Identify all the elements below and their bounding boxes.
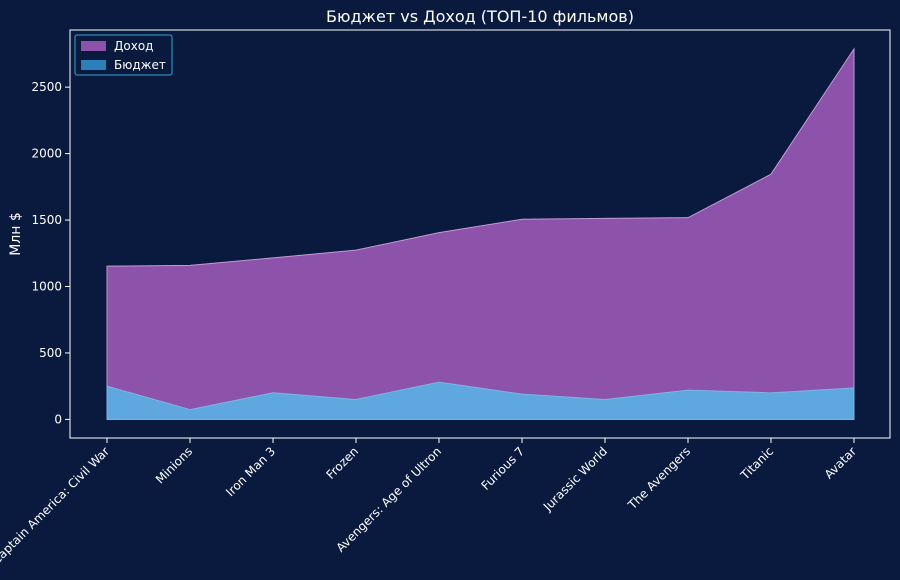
series-area-budget — [106, 381, 855, 420]
y-tick-label-2500: 2500 — [31, 80, 62, 94]
x-tick-label: Frozen — [323, 444, 361, 482]
x-tick-label: Minions — [153, 444, 195, 486]
series-area-revenue — [106, 47, 855, 420]
budget-point-7 — [687, 389, 690, 392]
x-tick-label: Iron Man 3 — [223, 444, 278, 499]
legend-swatch-revenue — [81, 41, 106, 51]
budget-point-2 — [272, 391, 275, 394]
y-tick-label-1000: 1000 — [31, 279, 62, 293]
plot-area: 0 500 1000 1500 2000 2500 Captain America: Civ… — [0, 29, 891, 567]
revenue-point-2 — [272, 256, 275, 259]
revenue-point-5 — [521, 218, 524, 221]
legend: Доход Бюджет — [74, 34, 173, 76]
y-tick-label-2000: 2000 — [31, 147, 62, 161]
revenue-point-0 — [106, 265, 109, 268]
budget-point-0 — [106, 385, 109, 388]
budget-point-9 — [853, 386, 856, 389]
revenue-point-7 — [687, 216, 690, 219]
y-axis-label: Млн $ — [8, 212, 24, 256]
budget-point-5 — [521, 393, 524, 396]
chart-title: Бюджет vs Доход (ТОП-10 фильмов) — [326, 7, 634, 26]
y-tick-label-500: 500 — [39, 346, 62, 360]
revenue-point-1 — [189, 264, 192, 267]
budget-point-4 — [438, 381, 441, 384]
budget-point-6 — [604, 398, 607, 401]
y-tick-label-0: 0 — [54, 412, 62, 426]
x-tick-label: Titanic — [737, 444, 776, 483]
revenue-point-3 — [355, 249, 358, 252]
revenue-point-4 — [438, 231, 441, 234]
legend-label-revenue: Доход — [114, 39, 153, 53]
plot-frame — [69, 29, 891, 439]
x-tick-label: Furious 7 — [478, 444, 527, 493]
revenue-point-8 — [770, 173, 773, 176]
legend-label-budget: Бюджет — [114, 58, 166, 72]
x-tick-label: Avatar — [822, 444, 859, 481]
legend-swatch-budget — [81, 60, 106, 70]
budget-point-3 — [355, 398, 358, 401]
budget-point-1 — [189, 408, 192, 411]
budget-point-8 — [770, 391, 773, 394]
x-tick-label: Captain America: Civil War — [0, 444, 112, 567]
revenue-point-9 — [853, 47, 856, 50]
revenue-point-6 — [604, 217, 607, 220]
x-tick-label: The Avengers — [625, 444, 694, 513]
y-tick-label-1500: 1500 — [31, 213, 62, 227]
x-tick-label: Jurassic World — [540, 444, 610, 514]
